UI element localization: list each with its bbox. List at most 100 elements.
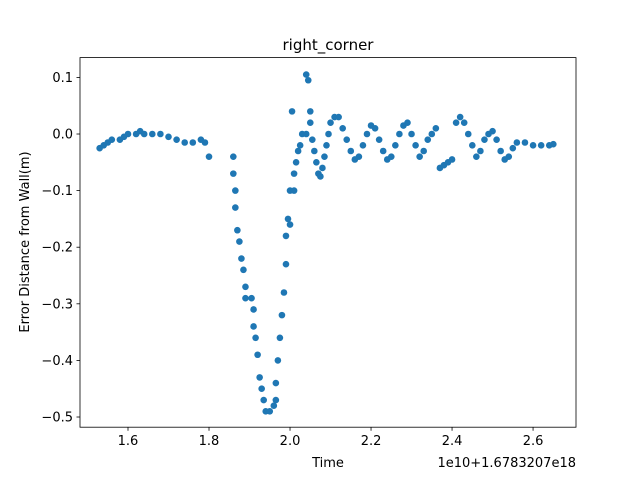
- y-tick-label: −0.5: [41, 411, 73, 426]
- x-tick-label: 1.6: [118, 434, 139, 449]
- x-tick-label: 2.4: [442, 434, 463, 449]
- point: [304, 76, 312, 84]
- point: [272, 379, 280, 387]
- point: [327, 119, 334, 126]
- point: [379, 147, 387, 155]
- x-tick-label: 2.6: [523, 434, 544, 449]
- point: [404, 119, 411, 126]
- point: [473, 153, 480, 160]
- point: [286, 221, 294, 228]
- point: [339, 125, 346, 132]
- point: [497, 147, 504, 155]
- axes-frame: [79, 57, 577, 428]
- point: [375, 136, 383, 143]
- point: [258, 385, 265, 393]
- point: [290, 187, 298, 194]
- point: [292, 159, 300, 166]
- point: [274, 357, 282, 364]
- point: [173, 136, 180, 143]
- point: [276, 334, 284, 342]
- point: [420, 147, 427, 155]
- point: [412, 142, 419, 149]
- point: [282, 232, 290, 240]
- point: [464, 130, 472, 138]
- x-offset-text: 1e10+1.6783207e18: [437, 456, 576, 471]
- point: [278, 311, 286, 319]
- point: [302, 130, 310, 138]
- point: [537, 142, 545, 149]
- point: [306, 119, 314, 126]
- point: [250, 306, 257, 313]
- point: [205, 153, 213, 160]
- point: [309, 136, 316, 143]
- point: [493, 136, 500, 143]
- point: [270, 402, 278, 409]
- point: [313, 159, 320, 166]
- point: [359, 142, 367, 149]
- point: [254, 351, 261, 359]
- point: [460, 119, 468, 126]
- x-axis-label: Time: [311, 456, 344, 471]
- point: [513, 139, 521, 146]
- y-axis-label: Error Distance from Wall(m): [18, 151, 33, 332]
- point: [424, 136, 432, 143]
- point: [317, 173, 324, 180]
- chart-title: right_corner: [283, 36, 375, 55]
- point: [452, 119, 460, 126]
- point: [124, 130, 132, 138]
- point: [319, 164, 326, 172]
- point: [489, 127, 496, 135]
- point: [288, 108, 296, 115]
- y-tick-label: −0.1: [41, 184, 73, 199]
- point: [252, 334, 259, 342]
- point: [242, 283, 249, 291]
- point: [296, 142, 304, 149]
- point: [250, 323, 257, 330]
- point: [294, 147, 302, 155]
- point: [387, 153, 395, 160]
- point: [505, 153, 513, 160]
- point: [456, 113, 464, 121]
- point: [181, 139, 189, 146]
- point: [230, 153, 237, 160]
- y-tick-label: 0.0: [52, 128, 73, 143]
- point: [248, 294, 255, 302]
- point: [392, 142, 399, 149]
- point: [108, 136, 116, 143]
- point: [165, 133, 172, 141]
- y-tick-label: −0.2: [41, 241, 73, 256]
- point: [201, 139, 209, 146]
- y-tick-label: 0.1: [52, 71, 73, 86]
- point: [448, 156, 456, 163]
- point: [428, 130, 436, 138]
- point: [242, 294, 249, 302]
- point: [238, 255, 245, 262]
- point: [232, 204, 239, 211]
- point: [416, 153, 423, 160]
- point: [363, 130, 371, 138]
- point: [280, 289, 288, 296]
- point: [335, 113, 342, 121]
- point: [290, 170, 298, 177]
- point: [157, 130, 164, 138]
- x-tick-label: 2.0: [280, 434, 301, 449]
- point: [371, 125, 379, 132]
- point: [232, 187, 239, 194]
- point: [529, 142, 537, 149]
- point: [408, 130, 415, 138]
- point: [325, 130, 332, 138]
- point: [323, 142, 330, 149]
- point: [521, 139, 529, 146]
- x-tick-label: 1.8: [199, 434, 220, 449]
- point: [234, 226, 241, 234]
- point: [272, 396, 280, 404]
- x-tick-label: 2.2: [361, 434, 382, 449]
- point: [396, 130, 403, 138]
- point: [230, 170, 237, 177]
- y-tick-label: −0.3: [41, 297, 73, 312]
- point: [347, 147, 355, 155]
- point: [236, 238, 243, 245]
- point: [477, 147, 484, 155]
